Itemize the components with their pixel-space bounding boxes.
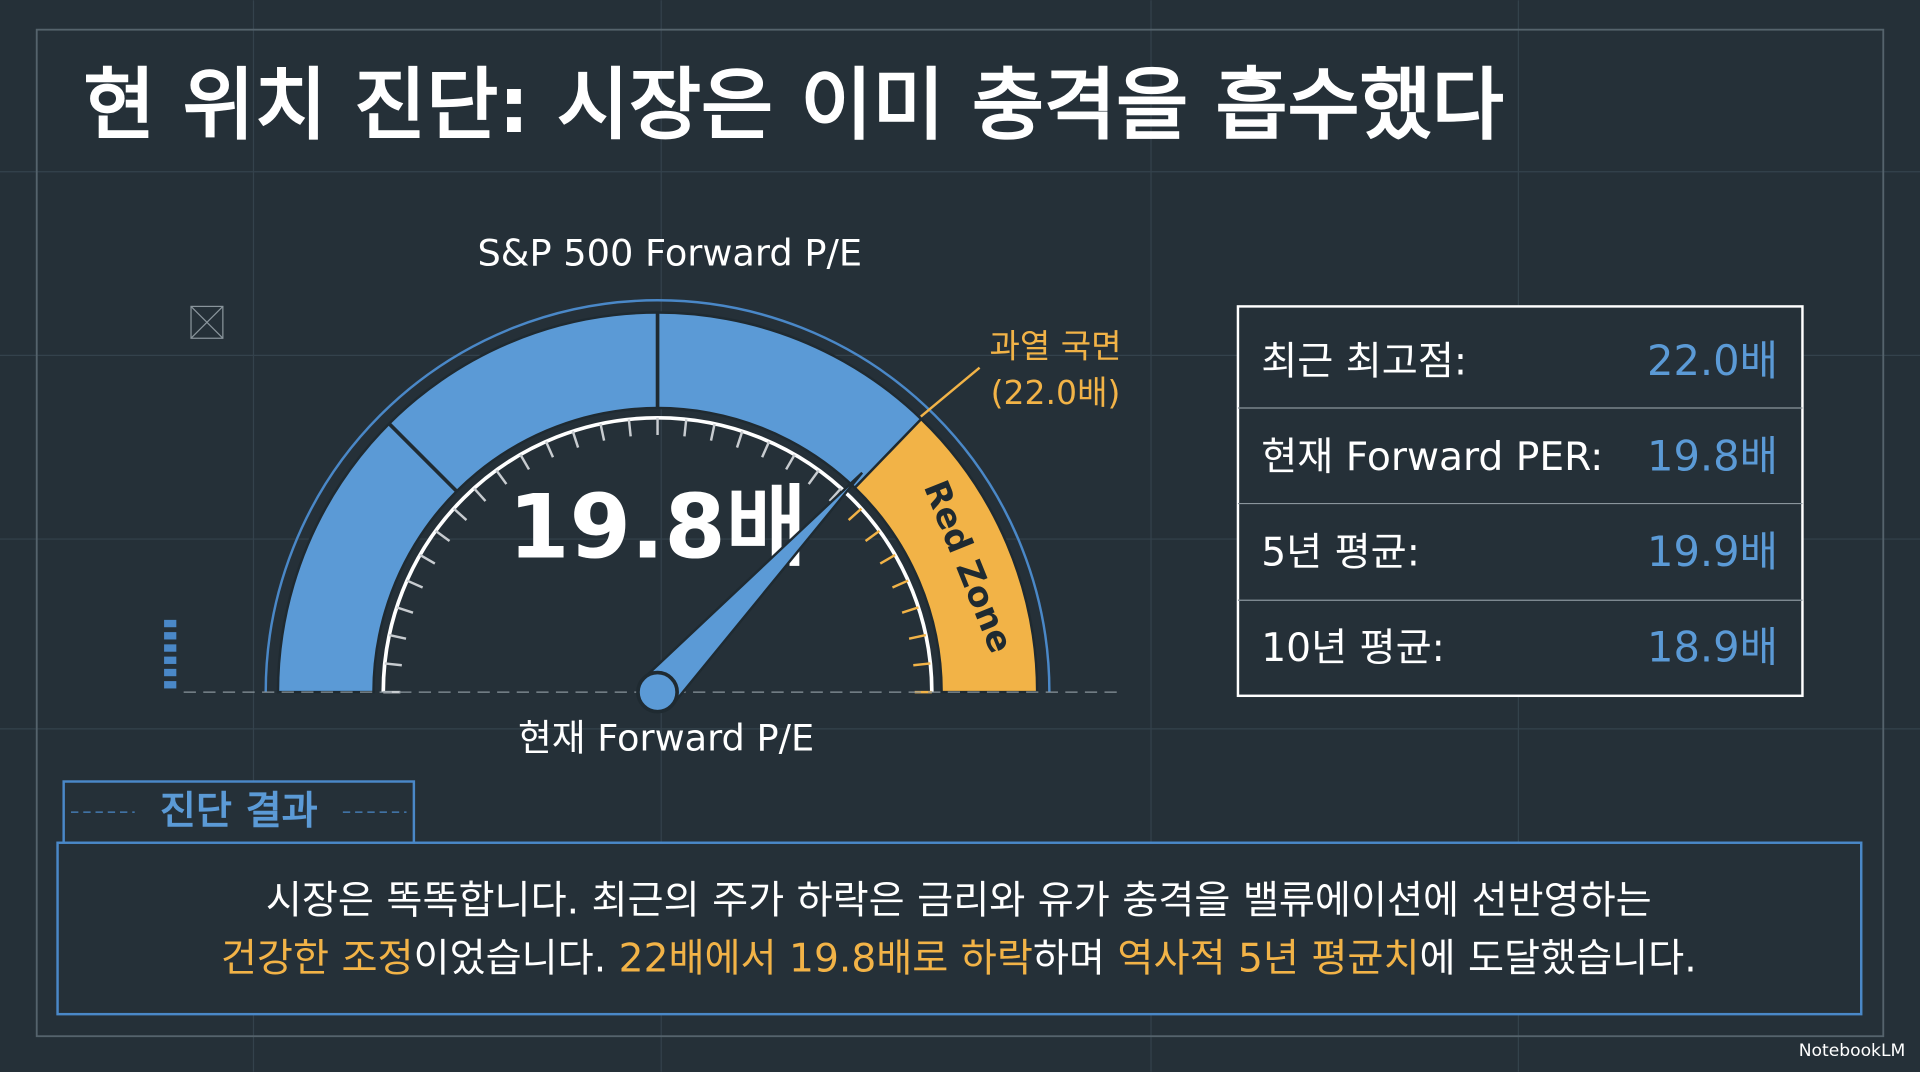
tick	[389, 633, 407, 640]
text-segment: 건강한 조정	[221, 936, 414, 981]
tick	[709, 423, 716, 441]
segment-divider	[387, 422, 458, 493]
deco-bars	[164, 619, 177, 689]
gauge-title: S&P 500 Forward P/E	[478, 231, 863, 274]
text-segment: 이었습니다.	[414, 936, 619, 981]
text-segment: 시장은 똑똑합니다. 최근의 주가 하락은 금리와 유가 충격을 밸류에이션에 …	[266, 878, 1652, 923]
threshold-pointer	[920, 366, 981, 418]
text-segment: 에 도달했습니다.	[1420, 936, 1697, 981]
tick	[807, 469, 820, 485]
stat-label: 10년 평균:	[1261, 626, 1445, 671]
tick	[495, 469, 508, 485]
tick	[879, 553, 896, 565]
stat-label: 최근 최고점:	[1261, 339, 1467, 384]
tick	[891, 579, 909, 589]
diagnosis-heading: 진단 결과	[160, 789, 318, 834]
tick	[571, 430, 580, 448]
tick	[901, 606, 919, 614]
gauge-value: 19.8배	[508, 475, 807, 578]
blue-zone	[276, 311, 923, 694]
text-segment: 하며	[1033, 936, 1118, 981]
outer-arc	[264, 299, 1051, 693]
threshold-label: (22.0배)	[991, 373, 1121, 412]
tick	[419, 553, 436, 565]
gauge: S&P 500 Forward P/E 19.8배 현재 Forward P/E…	[164, 231, 1122, 759]
stat-label: 현재 Forward PER:	[1261, 435, 1603, 480]
tick	[785, 453, 796, 471]
tick	[627, 419, 632, 437]
threshold-label: 과열 국면	[989, 327, 1121, 366]
tick	[913, 662, 931, 667]
tick	[384, 662, 402, 667]
tick	[908, 633, 927, 640]
text-segment: 22배에서 19.8배로 하락	[619, 936, 1033, 981]
stat-label: 5년 평균:	[1261, 530, 1420, 575]
watermark: NotebookLM	[1799, 1041, 1906, 1061]
tick	[735, 430, 744, 448]
diagnosis-line: 건강한 조정이었습니다. 22배에서 19.8배로 하락하며 역사적 5년 평균…	[221, 936, 1697, 981]
deco-line	[190, 305, 224, 339]
tick	[473, 487, 487, 502]
title: 현 위치 진단: 시장은 이미 충격을 흡수했다	[83, 60, 1504, 151]
tick	[828, 487, 842, 502]
deco-box	[190, 305, 224, 339]
diagnosis-box	[56, 841, 1863, 1016]
tick	[683, 419, 688, 437]
table-border	[1236, 305, 1804, 698]
needle-hub	[636, 670, 679, 714]
stats-table: 최근 최고점: 22.0배 현재 Forward PER: 19.8배 5년 평…	[1236, 305, 1804, 698]
needle-label: 현재 Forward P/E	[518, 716, 814, 759]
tick	[847, 507, 863, 521]
tick	[452, 507, 468, 521]
stat-value: 19.8배	[1647, 431, 1778, 480]
tick	[761, 441, 771, 458]
text-segment: 역사적 5년 평균치	[1117, 936, 1419, 981]
tick	[864, 529, 881, 542]
tick	[519, 453, 531, 471]
tick	[406, 579, 424, 589]
stat-value: 18.9배	[1647, 622, 1778, 671]
tick	[544, 441, 555, 458]
tick	[434, 529, 451, 542]
stat-value: 19.9배	[1647, 527, 1778, 576]
stat-value: 22.0배	[1647, 336, 1778, 385]
frame	[35, 28, 1885, 1038]
tick	[599, 423, 606, 441]
diagnosis-line: 시장은 똑똑합니다. 최근의 주가 하락은 금리와 유가 충격을 밸류에이션에 …	[266, 878, 1652, 923]
diagnosis: 진단 결과 시장은 똑똑합니다. 최근의 주가 하락은 금리와 유가 충격을 밸…	[56, 780, 1863, 1016]
tick	[396, 606, 414, 614]
